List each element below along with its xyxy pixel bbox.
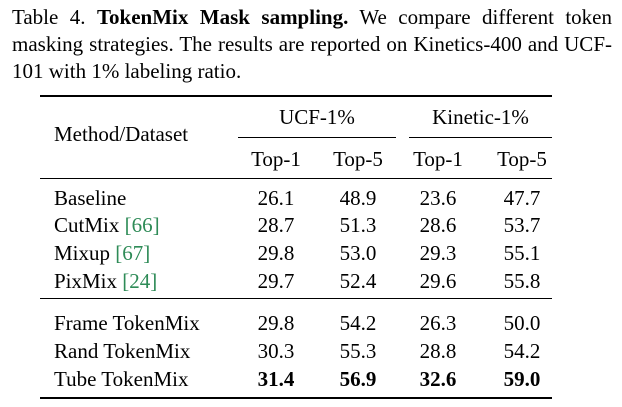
row-value: 29.8 [257, 311, 295, 335]
row-method: Tube TokenMix [54, 367, 189, 391]
row-value: 28.7 [257, 213, 295, 237]
row-value-best: 56.9 [339, 367, 377, 391]
row-value: 51.3 [339, 213, 377, 237]
group-rule-ucf [238, 137, 396, 138]
row-value: 30.3 [257, 339, 295, 363]
row-value: 53.0 [339, 241, 377, 265]
row-method: PixMix [24] [54, 269, 157, 293]
header-rule [40, 178, 552, 179]
subheader-kin-top5: Top-5 [497, 147, 547, 171]
caption-label: Table 4. [12, 5, 86, 29]
caption-line3: UCF-101 with 1% labeling ratio. [12, 32, 612, 83]
row-value: 55.3 [339, 339, 377, 363]
group-rule-kinetic [409, 137, 552, 138]
row-method: Mixup [67] [54, 241, 150, 265]
row-method: Frame TokenMix [54, 311, 200, 335]
method-name: PixMix [54, 269, 118, 293]
subheader-ucf-top5: Top-5 [333, 147, 383, 171]
group-header-ucf: UCF-1% [279, 105, 355, 129]
row-value-best: 32.6 [419, 367, 457, 391]
row-value: 54.2 [503, 339, 541, 363]
row-value: 26.3 [419, 311, 457, 335]
citation-link[interactable]: [66] [124, 213, 160, 237]
table-caption: Table 4. TokenMix Mask sampling. We comp… [12, 4, 612, 85]
row-value: 48.9 [339, 186, 377, 210]
row-value: 55.1 [503, 241, 541, 265]
row-method: Rand TokenMix [54, 339, 191, 363]
row-value: 53.7 [503, 213, 541, 237]
top-rule [40, 95, 552, 97]
row-value: 55.8 [503, 269, 541, 293]
row-value: 23.6 [419, 186, 457, 210]
row-value: 28.6 [419, 213, 457, 237]
section-rule [40, 298, 552, 299]
row-value: 29.3 [419, 241, 457, 265]
row-value: 50.0 [503, 311, 541, 335]
row-value: 26.1 [257, 186, 295, 210]
citation-link[interactable]: [24] [122, 269, 158, 293]
row-value-best: 31.4 [257, 367, 295, 391]
caption-line1: We compare different token [359, 5, 613, 29]
row-value: 47.7 [503, 186, 541, 210]
row-value: 28.8 [419, 339, 457, 363]
row-value: 54.2 [339, 311, 377, 335]
header-method: Method/Dataset [54, 122, 189, 146]
group-header-kinetic: Kinetic-1% [432, 105, 529, 129]
row-value: 29.6 [419, 269, 457, 293]
row-value-best: 59.0 [503, 367, 541, 391]
method-name: CutMix [54, 213, 120, 237]
subheader-kin-top1: Top-1 [413, 147, 463, 171]
row-method: CutMix [66] [54, 213, 160, 237]
method-name: Mixup [54, 241, 111, 265]
caption-title: TokenMix Mask sampling. [96, 5, 349, 29]
row-value: 29.8 [257, 241, 295, 265]
citation-link[interactable]: [67] [115, 241, 151, 265]
row-value: 52.4 [339, 269, 377, 293]
caption-line2: masking strategies. The results are repo… [12, 32, 559, 56]
subheader-ucf-top1: Top-1 [251, 147, 301, 171]
bottom-rule [40, 397, 552, 399]
row-value: 29.7 [257, 269, 295, 293]
row-method: Baseline [54, 186, 127, 210]
